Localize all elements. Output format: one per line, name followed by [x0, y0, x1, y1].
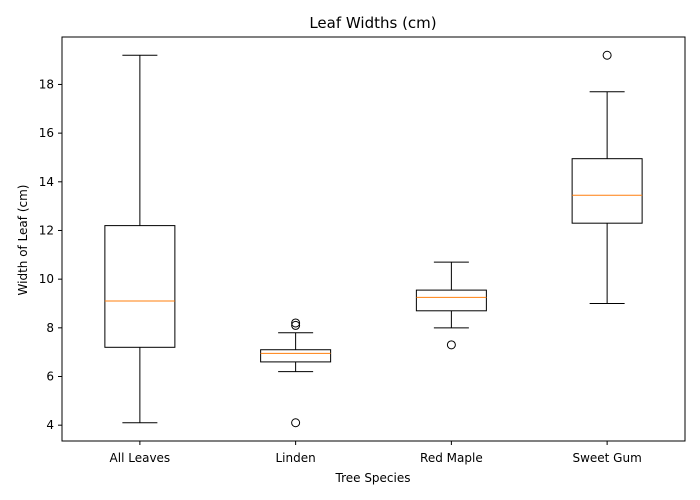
y-tick-label: 8	[46, 321, 54, 335]
box-iqr	[415, 289, 487, 312]
y-tick-label: 6	[46, 370, 54, 384]
outlier-point	[291, 320, 301, 330]
outlier-point	[291, 318, 301, 328]
y-axis-label: Width of Leaf (cm)	[16, 185, 30, 296]
x-axis-label: Tree Species	[335, 471, 411, 485]
x-tick-label: Red Maple	[420, 451, 483, 465]
x-tick-label: Sweet Gum	[572, 451, 641, 465]
chart-title: Leaf Widths (cm)	[309, 14, 436, 32]
y-tick-label: 4	[46, 418, 54, 432]
box-iqr	[104, 225, 176, 348]
x-tick-label: Linden	[276, 451, 316, 465]
y-tick-label: 10	[39, 272, 54, 286]
outlier-point	[602, 50, 612, 60]
x-tick-label: All Leaves	[110, 451, 171, 465]
y-tick-label: 14	[39, 175, 54, 189]
y-tick-label: 16	[39, 126, 54, 140]
y-tick-label: 12	[39, 223, 54, 237]
outlier-point	[291, 418, 301, 428]
box-iqr	[571, 158, 643, 224]
outlier-point	[446, 340, 456, 350]
box-iqr	[260, 349, 332, 363]
axes-frame	[61, 36, 686, 442]
y-tick-label: 18	[39, 77, 54, 91]
plot-area: 4 6 8 10 12 14 16 18 All Leaves Linden Red Maple Sw…	[39, 36, 686, 465]
